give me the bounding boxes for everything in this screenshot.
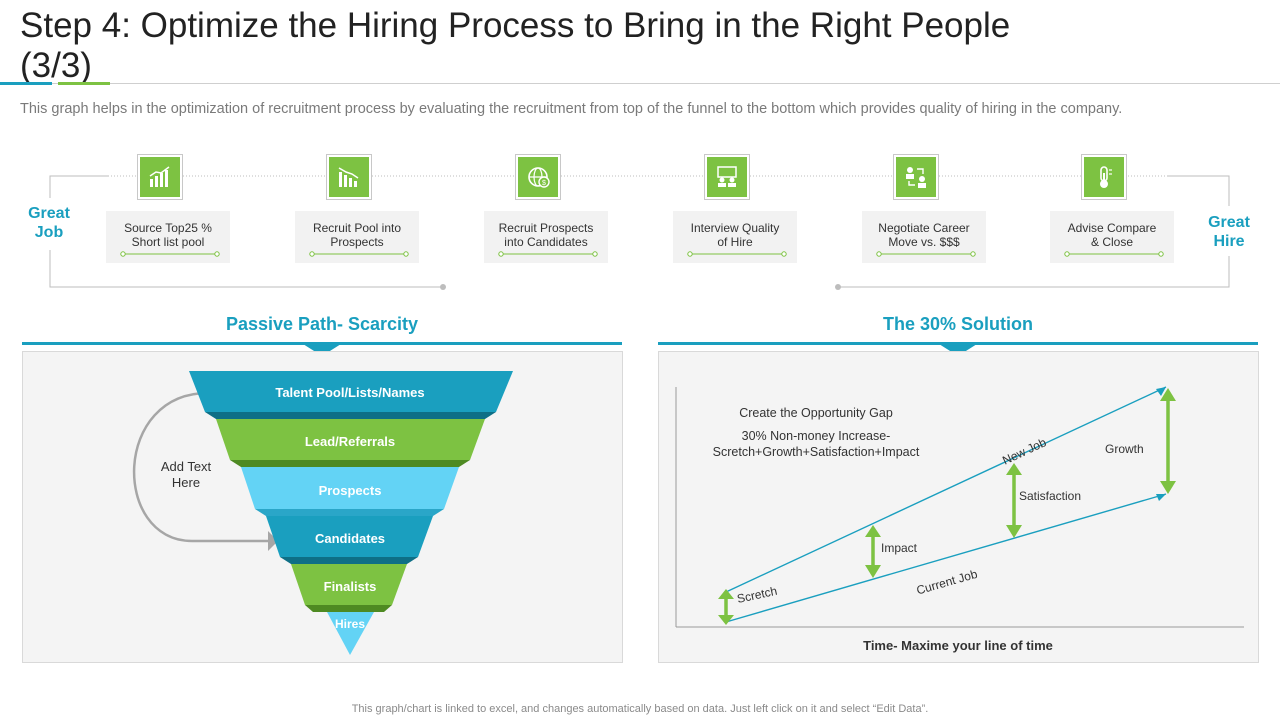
funnel-level-talent-pool: [189, 371, 513, 412]
svg-text:$: $: [542, 180, 546, 187]
funnel-level-hires: [327, 612, 374, 655]
step-box: Source Top25 % Short list pool: [106, 211, 230, 263]
solution-diagram: Time- Maxime your line of time Create th…: [675, 386, 1244, 653]
funnel-panel-pointer: [303, 344, 341, 356]
funnel-label-prospects: Prospects: [319, 483, 382, 498]
solution-panel-rule: [658, 342, 1258, 345]
globe-dollar-icon: $: [515, 154, 561, 200]
growth-label: Growth: [1105, 442, 1144, 456]
x-axis-label: Time- Maxime your line of time: [863, 638, 1053, 653]
new-job-line: [725, 386, 1167, 593]
funnel-level-candidates: [266, 516, 433, 557]
current-job-line: [725, 493, 1167, 623]
title-accent-green: [58, 82, 110, 85]
funnel-label-finalists: Finalists: [324, 579, 377, 594]
funnel-level-finalists: [291, 564, 407, 605]
page-title: Step 4: Optimize the Hiring Process to B…: [20, 6, 1011, 85]
note-line1: Create the Opportunity Gap: [739, 406, 893, 420]
growth-chart-icon: [137, 154, 183, 200]
funnel-label-lead-referrals: Lead/Referrals: [305, 434, 395, 449]
title-accent-blue: [0, 82, 52, 85]
great-hire-label: Great Hire: [1208, 214, 1250, 250]
note-line3: Scretch+Growth+Satisfaction+Impact: [713, 445, 920, 459]
satisfaction-arrow: [1006, 463, 1022, 538]
impact-label: Impact: [881, 541, 918, 555]
funnel-panel-title: Passive Path- Scarcity: [225, 314, 419, 334]
current-job-label: Current Job: [915, 567, 979, 598]
note-line2: 30% Non-money Increase-: [742, 429, 891, 443]
funnel-diagram: Add Text Here Talent Pool/Lists/Names Le…: [132, 371, 513, 655]
funnel-label-talent-pool: Talent Pool/Lists/Names: [275, 385, 424, 400]
loop-arrowhead-icon: [268, 531, 278, 551]
loop-text-line2: Here: [172, 475, 200, 490]
solution-panel-title: The 30% Solution: [882, 314, 1033, 334]
negotiate-icon: [893, 154, 939, 200]
process-connectors: [49, 175, 1230, 290]
funnel-level-lead-referrals: [216, 419, 485, 460]
solution-panel-pointer: [939, 344, 977, 356]
loop-arrow: [132, 391, 268, 543]
new-job-label: New Job: [1000, 435, 1049, 468]
title-divider: [0, 83, 1280, 84]
interview-icon: [704, 154, 750, 200]
step-box: Recruit Prospects into Candidates: [484, 211, 608, 263]
funnel-label-hires: Hires: [335, 617, 365, 631]
solution-panel: [658, 351, 1259, 663]
page-subtitle: This graph helps in the optimization of …: [20, 101, 1123, 117]
great-job-label: Great Job: [28, 205, 70, 241]
step-box: Advise Compare & Close: [1050, 211, 1174, 263]
impact-arrow: [865, 525, 881, 578]
funnel-level-prospects: [241, 467, 459, 509]
scretch-label: Scretch: [736, 584, 779, 606]
satisfaction-label: Satisfaction: [1019, 489, 1081, 503]
step-box: Interview Quality of Hire: [673, 211, 797, 263]
step-box: Negotiate Career Move vs. $$$: [862, 211, 986, 263]
scretch-arrow: [718, 589, 734, 625]
funnel-panel-rule: [22, 342, 622, 345]
step-box: Recruit Pool into Prospects: [295, 211, 419, 263]
loop-text-line1: Add Text: [161, 459, 212, 474]
funnel-label-candidates: Candidates: [315, 531, 385, 546]
decline-chart-icon: [326, 154, 372, 200]
footer-note: This graph/chart is linked to excel, and…: [351, 703, 929, 715]
growth-arrow: [1160, 388, 1176, 494]
thermometer-icon: [1081, 154, 1127, 200]
